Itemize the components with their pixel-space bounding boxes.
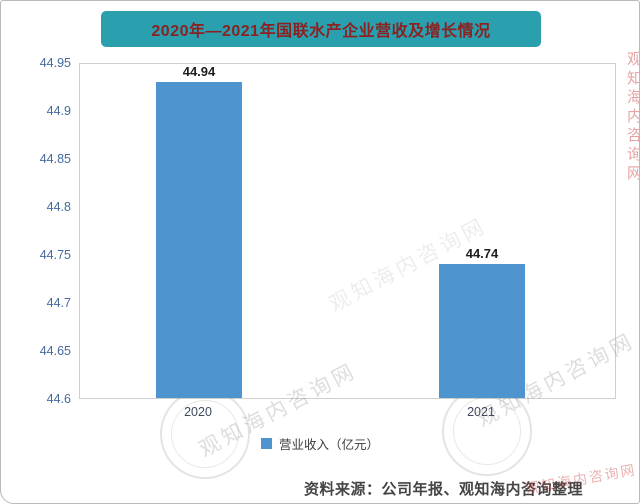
y-axis-tick: 44.75 [39,248,71,262]
watermark-text-red: 观知海内咨询网 [625,51,640,184]
y-axis-tick: 44.8 [46,200,71,214]
x-axis-label-2020: 2020 [184,405,212,419]
y-axis-tick: 44.95 [39,56,71,70]
legend-swatch [260,438,272,449]
bar-2021 [439,264,525,398]
y-axis-tick: 44.65 [39,344,71,358]
chart-title: 2020年—2021年国联水产企业营收及增长情况 [151,23,491,40]
chart-title-banner: 2020年—2021年国联水产企业营收及增长情况 [101,11,541,47]
bar-value-label: 44.74 [465,246,499,262]
x-axis-label-2021: 2021 [467,405,495,419]
bar-2020 [156,82,242,398]
y-axis-tick: 44.7 [46,296,71,310]
y-axis-tick: 44.9 [46,104,71,118]
watermark-seal [442,386,532,476]
bar-column-2020: 44.94 [156,64,242,398]
y-axis-tick: 44.6 [46,392,71,406]
y-axis-tick: 44.85 [39,152,71,166]
plot-area: 观知海内咨询网 观知海内咨询网 观知海内咨询网 44.94 44.74 [79,63,639,479]
bar-column-2021: 44.74 [439,64,525,398]
chart-legend: 营业收入（亿元） [1,434,639,453]
legend-label: 营业收入（亿元） [278,438,379,452]
source-line: 资料来源：公司年报、观知海内咨询整理 [304,481,584,498]
bar-value-label: 44.94 [182,64,216,79]
